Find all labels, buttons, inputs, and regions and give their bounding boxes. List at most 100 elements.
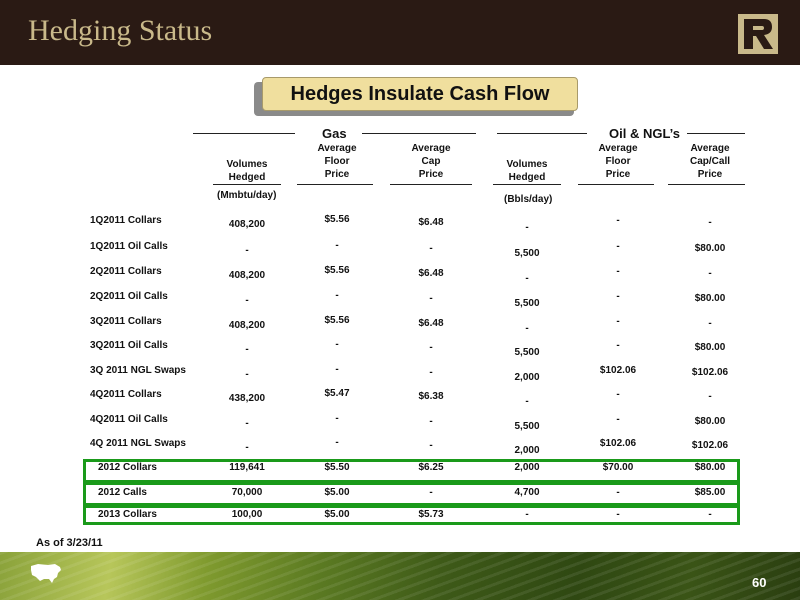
table-cell: 2,000: [514, 372, 540, 383]
table-cell: 408,200: [228, 219, 266, 230]
table-cell: $85.00: [694, 487, 726, 498]
table-cell: -: [616, 509, 620, 520]
col-oil-floor: Average Floor Price: [598, 143, 638, 180]
table-cell: $5.73: [418, 509, 444, 520]
gas-group-label: Gas: [322, 126, 347, 141]
row-label: 1Q2011 Collars: [90, 215, 162, 226]
highlight-2012-calls: [83, 482, 740, 506]
col-oil-volumes: Volumes Hedged: [506, 159, 548, 183]
table-cell: $80.00: [694, 342, 726, 353]
table-cell: 4,700: [514, 487, 540, 498]
as-of-date: As of 3/23/11: [36, 537, 103, 549]
table-cell: $6.48: [418, 268, 444, 279]
banner-title: Hedges Insulate Cash Flow: [262, 77, 578, 111]
col-oil-cap: Average Cap/Call Price: [689, 143, 730, 180]
gas-rule-left: [193, 133, 295, 134]
table-cell: 2,000: [514, 445, 540, 456]
table-cell: -: [335, 437, 339, 448]
table-cell: $80.00: [694, 416, 726, 427]
table-cell: 408,200: [228, 320, 266, 331]
row-label: 3Q2011 Collars: [90, 316, 162, 327]
row-label: 2013 Collars: [98, 509, 157, 520]
table-cell: -: [525, 323, 529, 334]
table-cell: -: [525, 396, 529, 407]
table-cell: -: [245, 245, 249, 256]
rule-gas-cap: [390, 184, 472, 185]
table-cell: 5,500: [514, 421, 540, 432]
table-cell: $6.48: [418, 217, 444, 228]
table-cell: $5.56: [324, 265, 350, 276]
table-cell: -: [335, 413, 339, 424]
oil-group-label: Oil & NGL’s: [609, 126, 681, 141]
table-cell: 5,500: [514, 248, 540, 259]
table-cell: -: [335, 240, 339, 251]
footer-image-strip: [0, 552, 800, 600]
col-gas-floor: Average Floor Price: [317, 143, 357, 180]
table-cell: -: [525, 273, 529, 284]
table-cell: -: [429, 416, 433, 427]
table-cell: -: [429, 243, 433, 254]
header-bar: [0, 0, 800, 65]
row-label: 2012 Calls: [98, 487, 147, 498]
table-cell: 70,000: [231, 487, 263, 498]
row-label: 4Q 2011 NGL Swaps: [90, 438, 186, 449]
table-cell: -: [525, 509, 529, 520]
table-cell: $80.00: [694, 243, 726, 254]
gas-rule-right: [362, 133, 476, 134]
row-label: 3Q2011 Oil Calls: [90, 340, 168, 351]
table-cell: -: [616, 291, 620, 302]
table-cell: $6.25: [418, 462, 444, 473]
table-cell: $102.06: [691, 367, 729, 378]
page-title: Hedging Status: [28, 14, 213, 47]
table-cell: $5.47: [324, 388, 350, 399]
table-cell: -: [245, 418, 249, 429]
table-cell: -: [616, 340, 620, 351]
table-cell: -: [245, 369, 249, 380]
table-cell: $102.06: [691, 440, 729, 451]
table-cell: 2,000: [514, 462, 540, 473]
table-cell: $70.00: [602, 462, 634, 473]
table-cell: -: [708, 391, 712, 402]
page-number: 60: [752, 575, 767, 590]
table-cell: 5,500: [514, 347, 540, 358]
r-logo-icon: [738, 14, 778, 54]
row-label: 3Q 2011 NGL Swaps: [90, 365, 186, 376]
row-label: 4Q2011 Collars: [90, 389, 162, 400]
table-cell: $102.06: [599, 438, 637, 449]
table-cell: -: [708, 268, 712, 279]
table-cell: -: [335, 339, 339, 350]
table-cell: -: [429, 487, 433, 498]
table-cell: 100,00: [231, 509, 263, 520]
table-cell: -: [245, 344, 249, 355]
col-gas-volumes: Volumes Hedged: [226, 159, 268, 183]
row-label: 4Q2011 Oil Calls: [90, 414, 168, 425]
table-cell: $5.00: [324, 487, 350, 498]
table-cell: -: [616, 414, 620, 425]
row-label: 2012 Collars: [98, 462, 157, 473]
table-cell: -: [708, 318, 712, 329]
table-cell: $80.00: [694, 462, 726, 473]
table-cell: $6.38: [418, 391, 444, 402]
highlight-2012-collars: [83, 459, 740, 483]
table-cell: $5.56: [324, 214, 350, 225]
oil-rule-right: [687, 133, 745, 134]
oil-rule-left: [497, 133, 587, 134]
row-label: 2Q2011 Oil Calls: [90, 291, 168, 302]
table-cell: -: [335, 290, 339, 301]
rule-oil-floor: [578, 184, 654, 185]
table-cell: $80.00: [694, 293, 726, 304]
table-cell: 408,200: [228, 270, 266, 281]
us-map-icon: [31, 564, 61, 583]
table-cell: -: [616, 215, 620, 226]
table-cell: -: [525, 222, 529, 233]
highlight-2013-collars: [83, 505, 740, 525]
row-label: 1Q2011 Oil Calls: [90, 241, 168, 252]
rule-gas-volumes: [213, 184, 281, 185]
table-cell: $5.00: [324, 509, 350, 520]
row-label: 2Q2011 Collars: [90, 266, 162, 277]
table-cell: $5.50: [324, 462, 350, 473]
table-cell: -: [429, 293, 433, 304]
col-gas-cap: Average Cap Price: [411, 143, 451, 180]
table-cell: -: [429, 367, 433, 378]
oil-unit-label: (Bbls/day): [504, 194, 553, 205]
